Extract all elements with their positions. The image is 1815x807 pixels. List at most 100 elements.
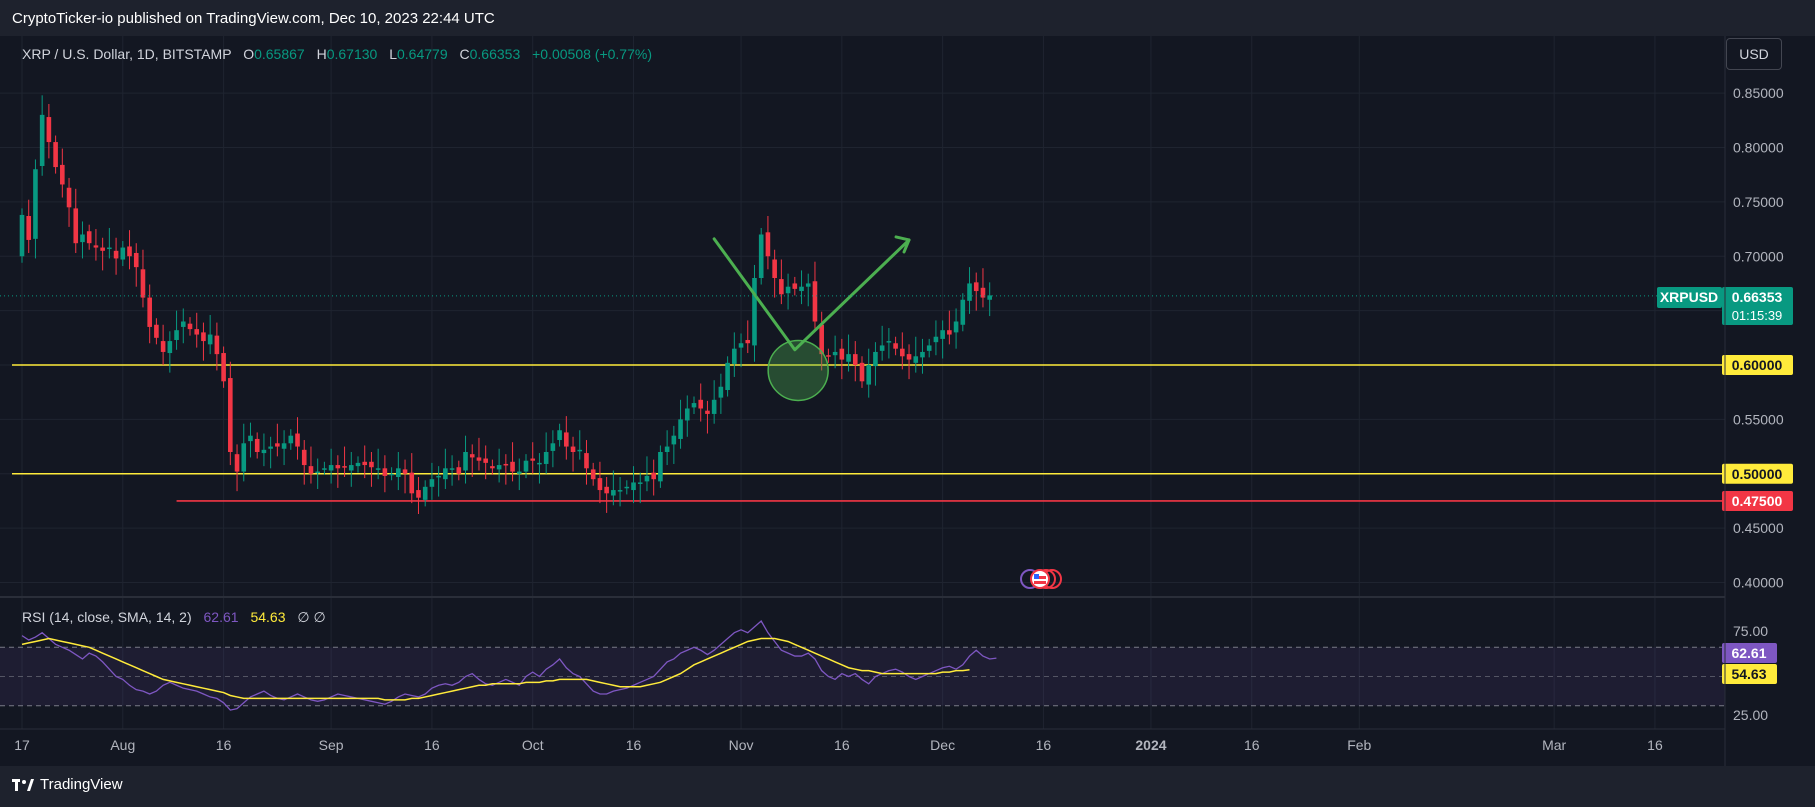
- candle-body: [967, 283, 972, 301]
- sma-tag: 54.63: [1731, 666, 1766, 682]
- candle-body: [167, 341, 173, 354]
- rsi-tag: 62.61: [1731, 645, 1766, 661]
- candle-body: [597, 478, 603, 491]
- candle-body: [893, 343, 898, 349]
- candle-body: [799, 286, 804, 292]
- candle-body: [503, 463, 509, 466]
- candle-body: [557, 430, 562, 441]
- candle-body: [281, 443, 287, 449]
- candle-body: [429, 479, 435, 487]
- time-axis-label: 16: [834, 737, 850, 753]
- candle-body: [33, 169, 38, 239]
- price-tag-symbol: XRPUSD: [1660, 289, 1718, 305]
- candle-body: [570, 446, 576, 452]
- candle-body: [496, 465, 502, 470]
- candle-body: [604, 486, 609, 494]
- candle-body: [268, 446, 273, 449]
- candle-body: [678, 419, 683, 439]
- candle-body: [490, 466, 495, 469]
- candle-body: [234, 454, 240, 472]
- candle-body: [516, 471, 522, 474]
- candle-body: [819, 324, 824, 355]
- time-axis-label: Nov: [729, 737, 754, 753]
- level-tag: 0.60000: [1732, 357, 1783, 373]
- reversal-arrow: [712, 237, 911, 352]
- tradingview-logo-icon: [12, 778, 34, 791]
- currency-button[interactable]: USD: [1726, 38, 1782, 70]
- reversal-arrow-head: [894, 235, 911, 254]
- legend-high-label: H: [317, 46, 327, 62]
- brand-name: TradingView: [40, 776, 123, 793]
- candle-body: [684, 408, 690, 421]
- candle-body: [859, 362, 865, 382]
- candle-body: [214, 335, 220, 355]
- legend-close-value: 0.66353: [470, 46, 521, 62]
- price-tag-value: 0.66353: [1732, 289, 1783, 305]
- candle-body: [19, 214, 25, 257]
- candle-body: [201, 332, 206, 342]
- candle-body: [940, 330, 945, 339]
- footer-bar: [0, 766, 1815, 807]
- price-tag-countdown: 01:15:39: [1732, 308, 1783, 323]
- candle-body: [140, 269, 146, 298]
- candle-body: [611, 490, 616, 496]
- candle-body: [792, 283, 798, 289]
- candle-body: [60, 164, 65, 185]
- candle-body: [543, 452, 549, 464]
- rsi-title: RSI (14, close, SMA, 14, 2): [22, 609, 192, 625]
- time-axis-label: 17: [14, 737, 30, 753]
- candle-body: [987, 295, 992, 300]
- candle-body: [732, 348, 737, 364]
- rsi-scale-top: 75.00: [1733, 623, 1768, 639]
- candle-body: [564, 432, 569, 447]
- candle-body: [920, 351, 925, 358]
- rsi-pane: RSI (14, close, SMA, 14, 2) 62.61 54.63 …: [0, 609, 1777, 723]
- brand[interactable]: TradingView: [12, 776, 123, 793]
- price-scale-label: 0.85000: [1733, 85, 1784, 101]
- candle-body: [785, 286, 791, 294]
- candle-body: [886, 341, 892, 343]
- candle-body: [577, 449, 583, 452]
- time-axis-label: 16: [216, 737, 232, 753]
- candle-body: [409, 472, 415, 494]
- candle-body: [120, 247, 126, 260]
- candle-body: [664, 446, 670, 452]
- candle-body: [39, 114, 45, 166]
- candle-body: [926, 345, 932, 351]
- level-tags: 0.60000 0.50000 0.47500: [1722, 355, 1793, 511]
- candle-body: [335, 465, 341, 469]
- price-scale: 0.85000 0.80000 0.75000 0.70000 0.55000 0.450…: [1733, 85, 1784, 590]
- candle-body: [389, 473, 394, 476]
- candle-body: [194, 329, 200, 335]
- level-tag-bg: [1722, 463, 1793, 484]
- candle-body: [107, 247, 112, 250]
- event-markers[interactable]: [1020, 569, 1062, 589]
- candle-body: [443, 468, 448, 480]
- time-axis-label: 16: [1244, 737, 1260, 753]
- candle-body: [832, 351, 838, 356]
- candle-body: [100, 247, 105, 251]
- candle-body: [342, 466, 347, 468]
- candle-body: [624, 486, 630, 489]
- rsi-line: [21, 620, 997, 711]
- candle-body: [530, 458, 536, 461]
- candlestick-series: [19, 95, 992, 514]
- candle-body: [328, 465, 334, 471]
- header-bar: CryptoTicker-io published on TradingView…: [0, 0, 1815, 36]
- candle-body: [510, 461, 515, 472]
- candle-body: [402, 469, 408, 474]
- candle-body: [772, 259, 777, 278]
- candle-body: [805, 283, 811, 287]
- candle-body: [980, 287, 986, 298]
- legend-high-value: 0.67130: [327, 46, 378, 62]
- chart-frame[interactable]: [0, 36, 1815, 766]
- level-tag: 0.50000: [1732, 466, 1783, 482]
- legend-symbol: XRP / U.S. Dollar, 1D, BITSTAMP: [22, 46, 231, 62]
- candle-body: [261, 449, 267, 454]
- candle-body: [147, 297, 152, 327]
- candle-body: [396, 468, 401, 478]
- svg-text:RSI (14, close, SMA, 14, 2): RSI (14, close, SMA, 14, 2) 62.61 54.63 …: [22, 609, 326, 625]
- candle-body: [960, 299, 966, 325]
- candle-body: [651, 472, 656, 480]
